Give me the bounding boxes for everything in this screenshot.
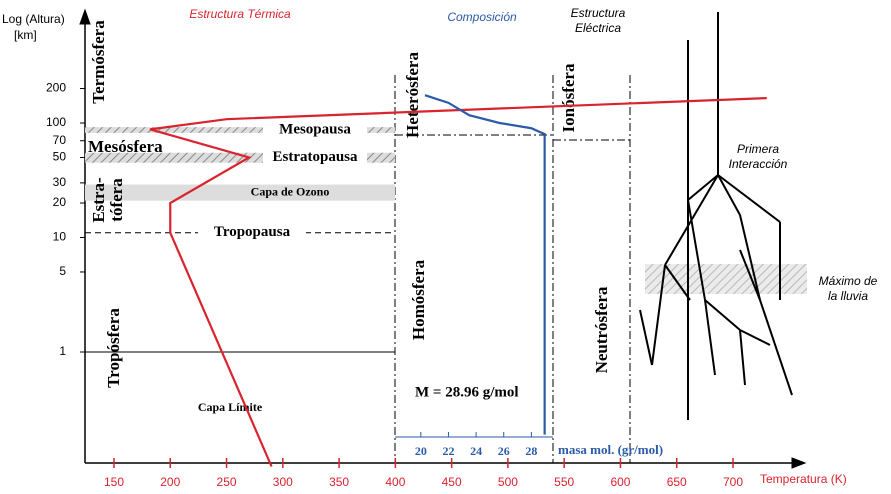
data-line — [149, 96, 767, 467]
x-tick-label: 300 — [273, 475, 293, 489]
x-tick-label: 150 — [104, 475, 124, 489]
layer-label: Tropósfera — [104, 308, 123, 388]
x-tick-label: 400 — [385, 475, 405, 489]
layer-label: Mesósfera — [88, 137, 163, 156]
x-tick-label: 350 — [329, 475, 349, 489]
layer-label: Homósfera — [409, 259, 428, 340]
level-label: Tropopausa — [214, 224, 291, 240]
annotation: Capa Límite — [198, 400, 263, 414]
x2-tick-label: 24 — [470, 444, 482, 458]
y-tick-label: 5 — [59, 264, 66, 278]
label-bg — [263, 122, 367, 139]
y-tick-label: 20 — [53, 195, 67, 209]
x-tick-label: 550 — [554, 475, 574, 489]
layer-label: Estra- — [89, 177, 108, 223]
label-bg — [198, 224, 306, 241]
level-band — [85, 184, 395, 201]
data-line — [424, 94, 546, 435]
x2-tick-label: 28 — [525, 444, 537, 458]
layout — [79, 8, 807, 469]
x2-tick-label: 22 — [442, 444, 454, 458]
annotation: Máximo de — [819, 274, 878, 288]
layer-label: Termósfera — [89, 20, 108, 104]
y-tick-label: 1 — [59, 344, 66, 358]
annotation: la lluvia — [828, 289, 868, 303]
header: Estructura — [571, 6, 626, 20]
level-label: Estratopausa — [272, 149, 358, 165]
label-bg — [263, 149, 367, 166]
x-tick-label: 600 — [610, 475, 630, 489]
x2-label: masa mol. (gr/mol) — [558, 442, 663, 457]
x2-tick-label: 26 — [498, 444, 510, 458]
y-tick-label: 30 — [53, 175, 67, 189]
y-tick-label: 70 — [53, 133, 67, 147]
x-tick-label: 450 — [442, 475, 462, 489]
level-band — [85, 152, 395, 163]
level-label: Mesopausa — [279, 121, 351, 137]
x-tick-label: 200 — [160, 475, 180, 489]
y-label: [km] — [14, 28, 37, 42]
header: Estructura Térmica — [189, 7, 291, 21]
layer-label: Neutrósfera — [592, 286, 611, 373]
annotation: Interacción — [729, 157, 788, 171]
layer-label: Heterósfera — [403, 52, 422, 138]
x-tick-label: 500 — [498, 475, 518, 489]
header: Eléctrica — [575, 21, 621, 35]
header: Composición — [447, 10, 517, 24]
y-tick-label: 50 — [53, 150, 67, 164]
level-band — [85, 127, 395, 133]
y-tick-label: 10 — [53, 230, 67, 244]
x-tick-label: 650 — [667, 475, 687, 489]
y-label: Log (Altura) — [2, 12, 65, 26]
x-tick-label: 700 — [723, 475, 743, 489]
layer-label: tófera — [107, 178, 126, 222]
x-label: Temperatura (K) — [760, 472, 847, 486]
y-tick-label: 100 — [46, 115, 66, 129]
x-tick-label: 250 — [217, 475, 237, 489]
y-tick-label: 200 — [46, 81, 66, 95]
level-label: Capa de Ozono — [251, 184, 330, 198]
annotation: M = 28.96 g/mol — [415, 384, 519, 400]
annotation: Primera — [737, 142, 779, 156]
layer-label: Ionósfera — [559, 63, 578, 132]
x2-tick-label: 20 — [415, 444, 427, 458]
